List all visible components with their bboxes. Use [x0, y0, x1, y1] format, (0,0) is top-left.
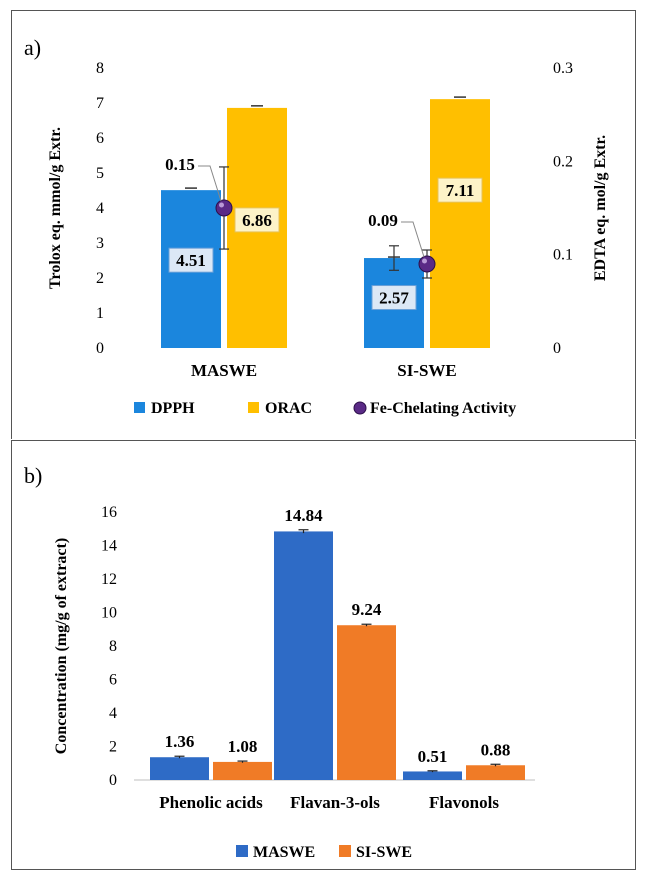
y-tick-label: 8 — [96, 60, 104, 77]
y-tick-label: 5 — [96, 165, 104, 182]
y-tick-label: 2 — [96, 270, 104, 287]
data-label: 0.88 — [481, 740, 511, 759]
x-category-label: Flavan-3-ols — [290, 793, 380, 812]
chart-a-svg: a) 0 1 2 3 4 5 6 7 8 0 0.1 0.2 0.3 Trolox eq. mmol/g E… — [24, 35, 609, 417]
legend-marker-fe — [353, 401, 367, 415]
y-tick-label: 8 — [109, 638, 117, 655]
data-label-orac-1: 7.11 — [446, 181, 475, 200]
bar-maswe-2 — [403, 771, 462, 780]
y-axis-title: Trolox eq. mmol/g Extr. — [47, 127, 64, 289]
panel-label: a) — [24, 35, 41, 60]
y-tick-label: 10 — [101, 605, 117, 622]
x-category-label: Flavonols — [429, 793, 499, 812]
legend-label-maswe: MASWE — [253, 844, 315, 861]
panel-label: b) — [24, 463, 42, 488]
bar-maswe-1 — [274, 531, 333, 780]
fe-marker-highlight — [422, 258, 427, 264]
data-label: 9.24 — [352, 600, 382, 619]
chart-panel-b: b) 0 2 4 6 8 10 12 14 16 Concentration (mg/g of ex… — [11, 440, 636, 870]
bar-si-swe-0 — [213, 761, 272, 780]
x-category-label: MASWE — [191, 361, 257, 380]
legend-swatch-orac — [248, 402, 259, 413]
data-label: 0.51 — [418, 747, 448, 766]
y2-tick-label: 0.1 — [553, 247, 573, 264]
y-tick-label: 7 — [96, 95, 104, 112]
leader-line — [198, 165, 222, 202]
legend-label-orac: ORAC — [265, 400, 312, 417]
y-tick-label: 2 — [109, 739, 117, 756]
data-label-fe-0: 0.15 — [165, 155, 195, 174]
y-tick-label: 16 — [101, 504, 117, 521]
x-category-label: SI-SWE — [397, 361, 457, 380]
y-tick-label: 0 — [109, 772, 117, 789]
y-axis-title: Concentration (mg/g of extract) — [53, 538, 70, 754]
data-label-dpph-0: 4.51 — [176, 251, 206, 270]
y-tick-label: 6 — [109, 672, 117, 689]
data-label-box — [371, 285, 417, 311]
data-label-box — [168, 247, 214, 273]
legend-label-fe: Fe-Chelating Activity — [370, 400, 516, 417]
y-tick-label: 12 — [101, 571, 117, 588]
chart-b-svg: b) 0 2 4 6 8 10 12 14 16 Concentration (mg/g of ex… — [24, 463, 535, 861]
bar-si-swe-2 — [466, 765, 525, 780]
y-tick-label: 1 — [96, 305, 104, 322]
legend-swatch-maswe — [236, 845, 248, 857]
leader-line — [401, 221, 425, 258]
y-tick-label: 14 — [101, 538, 117, 555]
data-label-box — [234, 207, 280, 233]
data-label-box — [437, 177, 483, 203]
y-tick-label: 4 — [96, 200, 104, 217]
legend-swatch-dpph — [134, 402, 145, 413]
fe-marker-0 — [215, 199, 233, 217]
data-label-fe-1: 0.09 — [368, 211, 398, 230]
data-label: 14.84 — [284, 506, 323, 525]
chart-panel-a: a) 0 1 2 3 4 5 6 7 8 0 0.1 0.2 0.3 Trolox eq. mmol/g E… — [11, 10, 636, 439]
y2-tick-label: 0.2 — [553, 153, 573, 170]
legend-label-dpph: DPPH — [151, 400, 195, 417]
data-label-dpph-1: 2.57 — [379, 289, 409, 308]
data-label-orac-0: 6.86 — [242, 211, 272, 230]
y-tick-label: 3 — [96, 235, 104, 252]
y2-tick-label: 0 — [553, 340, 561, 357]
y2-tick-label: 0.3 — [553, 60, 573, 77]
bar-orac-1 — [430, 99, 490, 349]
legend-label-si-swe: SI-SWE — [356, 844, 412, 861]
bar-si-swe-1 — [337, 625, 396, 780]
bar-maswe-0 — [150, 757, 209, 780]
y-tick-label: 0 — [96, 340, 104, 357]
y2-axis-title: EDTA eq. mol/g Extr. — [592, 135, 609, 281]
legend-swatch-si-swe — [339, 845, 351, 857]
fe-marker-highlight — [219, 202, 224, 208]
y-tick-label: 4 — [109, 705, 117, 722]
x-category-label: Phenolic acids — [159, 793, 263, 812]
fe-marker-1 — [418, 255, 436, 273]
data-label: 1.36 — [165, 732, 195, 751]
data-label: 1.08 — [228, 737, 258, 756]
y-tick-label: 6 — [96, 130, 104, 147]
